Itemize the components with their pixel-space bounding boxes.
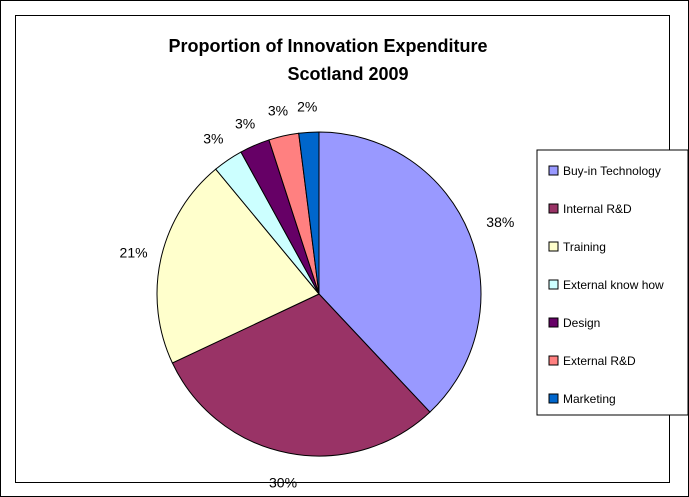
pie-slice-buy-in-technology	[318, 131, 482, 413]
legend-swatch	[548, 165, 559, 176]
pie-slice-internal-r-d	[171, 293, 431, 457]
legend-label: Buy-in Technology	[563, 164, 661, 178]
legend-swatch	[548, 279, 559, 290]
legend-swatch	[548, 203, 559, 214]
legend-label: Design	[563, 316, 600, 330]
data-label: 2%	[297, 98, 317, 114]
legend-swatch	[548, 393, 559, 404]
legend-swatch	[548, 241, 559, 252]
pie-slice-marketing	[298, 131, 320, 295]
data-label: 30%	[269, 475, 297, 491]
legend-label: Training	[563, 240, 606, 254]
legend-swatch	[548, 355, 559, 366]
pie-slice-training	[156, 168, 320, 364]
legend-label: Internal R&D	[563, 202, 632, 216]
chart-subtitle: Scotland 2009	[287, 64, 408, 84]
data-label: 38%	[486, 214, 514, 230]
chart-title: Proportion of Innovation Expenditure	[169, 36, 488, 56]
legend-label: Marketing	[563, 392, 616, 406]
data-label: 3%	[203, 131, 223, 147]
data-label: 21%	[120, 245, 148, 261]
legend-label: External know how	[563, 278, 664, 292]
legend-label: External R&D	[563, 354, 636, 368]
pie-slices	[156, 131, 482, 457]
data-label: 3%	[235, 115, 255, 131]
legend: Buy-in Technology Internal R&D Training Ext…	[548, 164, 664, 406]
data-label: 3%	[268, 103, 288, 119]
legend-box	[536, 149, 689, 416]
legend-swatch	[548, 317, 559, 328]
pie-labels: 38% 30% 21% 3% 3% 3% 2%	[120, 98, 515, 490]
